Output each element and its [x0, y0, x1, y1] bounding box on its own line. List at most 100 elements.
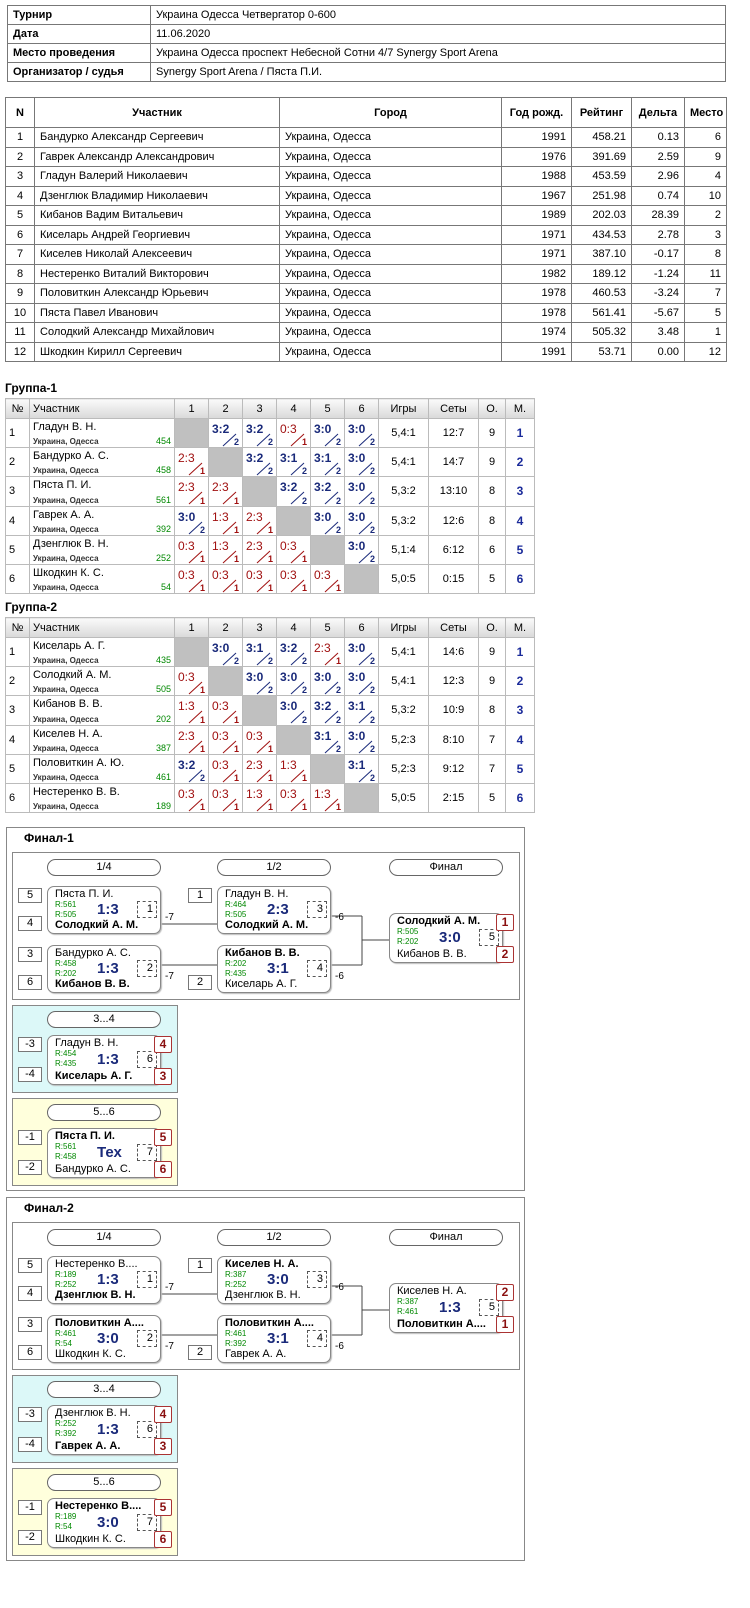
- slash-line: [188, 740, 203, 753]
- slash: [188, 579, 203, 593]
- slash-line: [222, 579, 237, 593]
- seed: 1: [188, 888, 212, 903]
- info-table: Турнир Украина Одесса Четвергатор 0-600 Да…: [7, 5, 726, 82]
- result-cell: 3:0 2: [310, 505, 345, 536]
- info-value: 11.06.2020: [150, 24, 726, 44]
- slash: [290, 711, 305, 724]
- player-name: Гладун В. Н.: [55, 1037, 119, 1049]
- result-cell: 0:3 1: [174, 782, 209, 814]
- group-header-cell: О.: [478, 398, 506, 419]
- slash-line: [324, 433, 339, 447]
- participant-cell: 1982: [501, 263, 572, 284]
- slash: [324, 521, 339, 534]
- match-score: 1:3: [97, 901, 119, 918]
- match-number: 2: [137, 960, 157, 977]
- slash-line: [256, 462, 271, 476]
- match-score: 2:3: [267, 901, 289, 918]
- result-cell: 3:0 2: [344, 666, 379, 697]
- participant-cell: 2.59: [631, 146, 685, 167]
- player-rating: R:189: [55, 1270, 77, 1279]
- player-rating: R:461: [55, 1329, 77, 1338]
- final-title: Финал-2: [24, 1201, 74, 1215]
- row-number: 4: [5, 505, 30, 536]
- result-score: 2:3: [246, 757, 263, 772]
- slash-line: [222, 550, 237, 564]
- result-points: 2: [369, 553, 375, 564]
- slash: [256, 681, 271, 695]
- player-rating: 392: [155, 523, 171, 534]
- player-rating: R:561: [55, 900, 77, 909]
- slash-line: [188, 521, 203, 534]
- games: 5,3:2: [378, 476, 429, 507]
- round-header: Финал: [389, 1229, 503, 1246]
- place: 3: [154, 1438, 172, 1455]
- participant-cell: 2.78: [631, 224, 685, 245]
- player-rating: R:458: [55, 1152, 77, 1161]
- group-header-cell: Участник: [29, 617, 175, 638]
- result-score: 3:2: [246, 451, 264, 466]
- result-points: 2: [335, 685, 341, 696]
- info-value: Украина Одесса Четвергатор 0-600: [150, 5, 726, 25]
- info-label: Организатор / судья: [7, 62, 151, 82]
- player-name: Киселарь А. Г.: [33, 640, 106, 652]
- info-label: Место проведения: [7, 43, 151, 63]
- info-label: Дата: [7, 24, 151, 44]
- row-number: 3: [5, 695, 30, 726]
- result-points: 2: [335, 437, 341, 448]
- empty-cell: [344, 782, 379, 814]
- match-number: 1: [137, 901, 157, 918]
- slash-line: [290, 492, 305, 505]
- player-name: Солодкий А. М.: [397, 915, 481, 927]
- participant-cell: Шкодкин Кирилл Сергеевич: [34, 341, 280, 362]
- header-cell: Участник: [34, 97, 280, 128]
- slash: [358, 740, 373, 753]
- result-points: 1: [335, 656, 341, 667]
- slash: [324, 462, 339, 476]
- header-cell: Дельта: [631, 97, 685, 128]
- result-score: 3:0: [348, 451, 366, 466]
- header-cell: Рейтинг: [571, 97, 632, 128]
- player-name: Гаврек А. А.: [55, 1440, 121, 1452]
- slash-line: [290, 681, 305, 695]
- result-cell: 3:2 2: [276, 476, 311, 507]
- slash-line: [324, 740, 339, 753]
- result-cell: 3:1 2: [310, 447, 345, 478]
- result-score: 0:3: [280, 538, 297, 553]
- result-points: 2: [369, 685, 375, 696]
- result-points: 1: [233, 553, 239, 564]
- player-rating: 435: [155, 655, 171, 666]
- result-cell: 1:3 1: [208, 534, 243, 565]
- participant-cell: Украина, Одесса: [279, 341, 502, 362]
- player-name: Киселев Н. А.: [225, 1258, 299, 1270]
- participant-cell: 1967: [501, 185, 572, 206]
- player-name: Дзенглюк В. Н.: [225, 1289, 301, 1301]
- player-rating: R:454: [55, 1049, 77, 1058]
- slash: [222, 740, 237, 753]
- participant-cell: Украина, Одесса: [279, 263, 502, 284]
- result-cell: 2:3 1: [208, 476, 243, 507]
- seed: 6: [18, 1345, 42, 1360]
- player-rating: R:252: [55, 1419, 77, 1428]
- seed: -3: [18, 1037, 42, 1052]
- player-cell: Пяста П. И. Украина, Одесса 561: [29, 476, 175, 507]
- participant-cell: -1.24: [631, 263, 685, 284]
- result-score: 3:1: [280, 451, 298, 466]
- result-points: 1: [267, 583, 273, 594]
- participant-cell: 11: [684, 263, 727, 284]
- info-row: Место проведения Украина Одесса проспект …: [7, 43, 726, 63]
- slash: [188, 462, 203, 476]
- result-cell: 3:2 2: [276, 636, 311, 668]
- slash: [358, 433, 373, 447]
- row-number: 5: [5, 753, 30, 784]
- slash: [188, 550, 203, 564]
- match-score: 1:3: [97, 1421, 119, 1438]
- result-score: 0:3: [212, 728, 229, 743]
- loser-target: -7: [165, 971, 174, 982]
- empty-cell: [174, 636, 209, 668]
- player-name: Кибанов В. В.: [225, 947, 300, 959]
- result-score: 0:3: [212, 786, 229, 801]
- slash: [188, 769, 203, 783]
- match-box: [389, 1283, 503, 1333]
- loser-target: -7: [165, 1341, 174, 1352]
- player-cell: Солодкий А. М. Украина, Одесса 505: [29, 666, 175, 697]
